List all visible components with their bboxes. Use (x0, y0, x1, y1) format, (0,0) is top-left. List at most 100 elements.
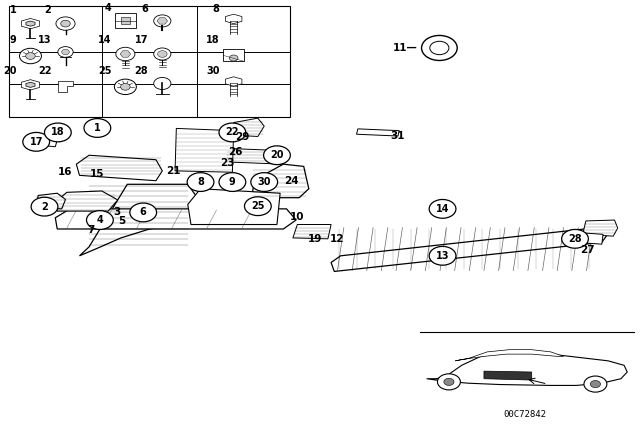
Text: 6: 6 (141, 4, 148, 13)
Polygon shape (427, 352, 627, 385)
Polygon shape (331, 227, 608, 271)
Circle shape (61, 49, 69, 55)
Text: 12: 12 (330, 234, 344, 244)
Polygon shape (157, 18, 168, 24)
Circle shape (84, 119, 111, 138)
Circle shape (429, 246, 456, 265)
Polygon shape (225, 77, 242, 86)
FancyBboxPatch shape (223, 49, 244, 61)
Text: 13: 13 (436, 251, 449, 261)
Text: 3: 3 (113, 207, 120, 217)
Polygon shape (79, 184, 197, 256)
Circle shape (130, 203, 157, 222)
Circle shape (157, 51, 167, 57)
Text: 30: 30 (257, 177, 271, 187)
Polygon shape (29, 135, 58, 147)
Circle shape (115, 79, 136, 95)
Text: 25: 25 (98, 66, 111, 76)
Polygon shape (484, 371, 532, 380)
Circle shape (45, 123, 71, 142)
Text: 22: 22 (226, 127, 239, 138)
Text: 6: 6 (140, 207, 147, 217)
Circle shape (187, 172, 214, 191)
Circle shape (31, 197, 58, 216)
Text: 4: 4 (97, 215, 103, 225)
Polygon shape (175, 129, 234, 172)
Circle shape (26, 53, 35, 60)
Circle shape (219, 123, 246, 142)
Text: 5: 5 (118, 216, 125, 226)
Polygon shape (293, 224, 331, 239)
Text: 20: 20 (270, 150, 284, 160)
Text: 15: 15 (90, 168, 104, 179)
Text: 1: 1 (94, 123, 100, 133)
Text: 24: 24 (284, 176, 298, 186)
Circle shape (56, 17, 75, 30)
Polygon shape (576, 233, 603, 244)
Circle shape (444, 378, 454, 385)
Text: 17: 17 (135, 35, 148, 45)
Circle shape (23, 133, 49, 151)
Circle shape (590, 380, 600, 388)
Polygon shape (26, 21, 35, 26)
Text: 29: 29 (235, 132, 249, 142)
Polygon shape (225, 14, 242, 24)
Text: 14: 14 (436, 204, 449, 214)
Circle shape (251, 172, 278, 191)
Circle shape (61, 20, 70, 27)
Circle shape (219, 172, 246, 191)
Text: 30: 30 (206, 66, 220, 76)
Text: 25: 25 (251, 201, 264, 211)
Text: 31: 31 (391, 131, 405, 141)
Polygon shape (21, 80, 40, 90)
Text: 28: 28 (568, 234, 582, 244)
Polygon shape (76, 155, 163, 181)
Polygon shape (55, 209, 296, 229)
Circle shape (116, 47, 135, 60)
Circle shape (562, 229, 588, 248)
Text: 10: 10 (290, 212, 305, 222)
Text: 9: 9 (229, 177, 236, 187)
Text: 20: 20 (3, 66, 17, 76)
Polygon shape (252, 164, 309, 198)
Text: 13: 13 (38, 35, 51, 45)
Text: 00C72842: 00C72842 (504, 410, 547, 419)
Polygon shape (188, 189, 280, 224)
Polygon shape (120, 51, 131, 57)
Polygon shape (55, 191, 118, 211)
Text: 21: 21 (166, 166, 181, 176)
Circle shape (264, 146, 291, 164)
Polygon shape (232, 118, 264, 137)
Polygon shape (26, 82, 35, 87)
Polygon shape (21, 18, 40, 29)
Polygon shape (58, 82, 73, 92)
Text: 11—: 11— (392, 43, 417, 53)
Text: 16: 16 (58, 167, 73, 177)
Circle shape (58, 47, 73, 57)
Circle shape (244, 197, 271, 215)
Text: 28: 28 (134, 66, 148, 76)
FancyBboxPatch shape (10, 5, 290, 117)
Text: 18: 18 (51, 127, 65, 138)
Polygon shape (36, 193, 65, 209)
FancyBboxPatch shape (115, 13, 136, 28)
Text: 27: 27 (580, 246, 595, 255)
Text: 19: 19 (308, 234, 323, 244)
Text: 14: 14 (98, 35, 111, 45)
Circle shape (584, 376, 607, 392)
Text: 9: 9 (10, 35, 17, 45)
Text: 2: 2 (45, 5, 51, 15)
Polygon shape (455, 350, 564, 361)
Polygon shape (226, 149, 287, 164)
Text: 23: 23 (220, 158, 234, 168)
Circle shape (154, 48, 171, 60)
Circle shape (438, 374, 460, 390)
Text: 2: 2 (41, 202, 48, 211)
Text: 8: 8 (197, 177, 204, 187)
Circle shape (429, 199, 456, 218)
Circle shape (120, 83, 130, 90)
Polygon shape (356, 129, 399, 136)
Text: 26: 26 (228, 146, 242, 157)
Circle shape (19, 48, 42, 64)
Text: 17: 17 (29, 137, 43, 147)
